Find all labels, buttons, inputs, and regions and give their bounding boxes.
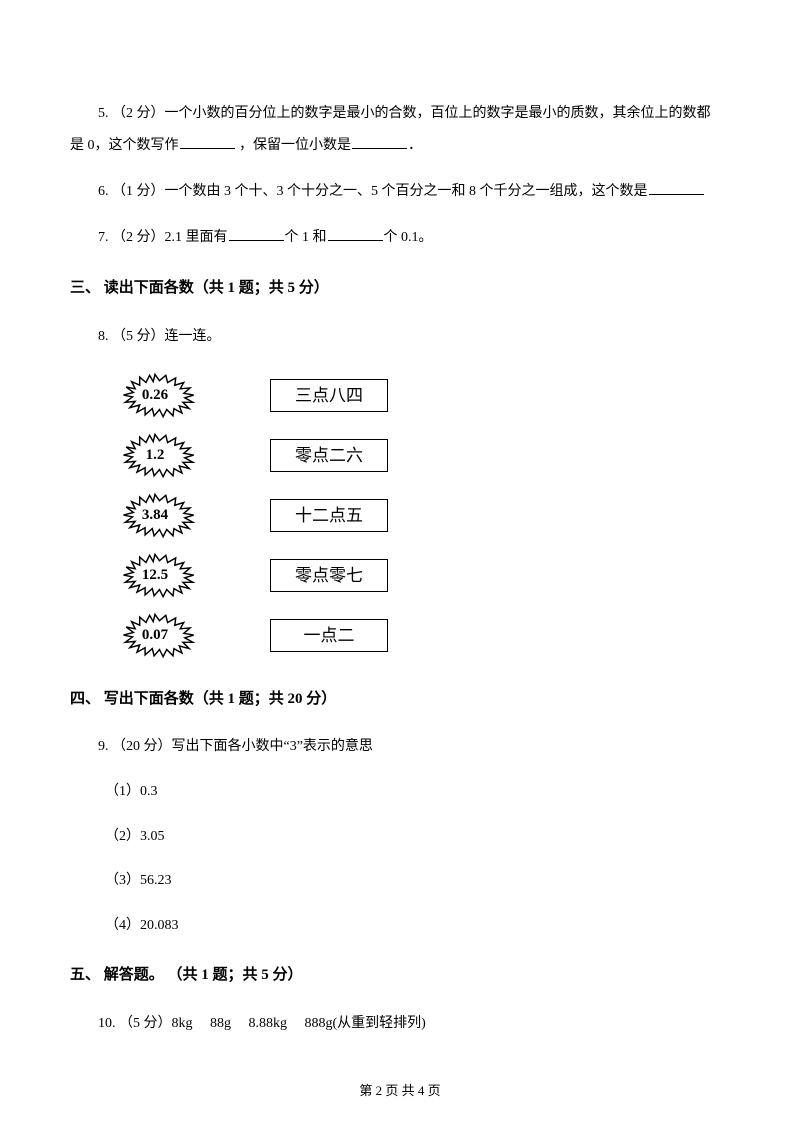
blank[interactable]	[649, 181, 704, 195]
q6-num: 6.	[98, 184, 112, 199]
q5-points: （2 分）	[112, 106, 165, 121]
q8-points: （5 分）	[112, 329, 165, 344]
question-9: 9. （20 分）写出下面各小数中“3”表示的意思	[70, 733, 730, 761]
question-5: 5. （2 分）一个小数的百分位上的数字是最小的合数，百位上的数字是最小的质数，…	[70, 100, 730, 128]
q9-sub2: （2）3.05	[105, 824, 730, 851]
q9-text: 写出下面各小数中“3”表示的意思	[172, 739, 373, 754]
reading-label[interactable]: 零点二六	[270, 439, 388, 473]
q7-text-c: 个 0.1。	[384, 230, 433, 245]
q10-points: （5 分）	[119, 1016, 172, 1031]
match-row: 0.26 三点八四	[110, 369, 730, 423]
match-row: 0.07 一点二	[110, 609, 730, 663]
burst-value: 0.26	[142, 381, 168, 410]
reading-label[interactable]: 三点八四	[270, 379, 388, 413]
q10-text: 8kg 88g 8.88kg 888g(从重到轻排列)	[172, 1016, 426, 1031]
page-footer: 第 2 页 共 4 页	[0, 1079, 800, 1104]
q7-points: （2 分）	[112, 230, 165, 245]
question-8: 8. （5 分）连一连。	[70, 323, 730, 351]
match-row: 1.2 零点二六	[110, 429, 730, 483]
q6-points: （1 分）	[112, 184, 165, 199]
q6-text-a: 一个数由 3 个十、3 个十分之一、5 个百分之一和 8 个千分之一组成，这个数…	[165, 184, 648, 199]
burst-value: 1.2	[146, 441, 165, 470]
match-row: 12.5 零点零七	[110, 549, 730, 603]
reading-label[interactable]: 十二点五	[270, 499, 388, 533]
q5-text-d: ．	[408, 138, 422, 153]
q5-num: 5.	[98, 106, 112, 121]
q5-text-c: ，保留一位小数是	[236, 138, 352, 153]
burst-item[interactable]: 12.5	[110, 549, 200, 603]
q9-sub1: （1）0.3	[105, 779, 730, 806]
question-10: 10. （5 分）8kg 88g 8.88kg 888g(从重到轻排列)	[70, 1010, 730, 1038]
question-5-line2: 是 0，这个数写作 ，保留一位小数是 ．	[70, 132, 730, 160]
question-7: 7. （2 分）2.1 里面有 个 1 和 个 0.1。	[70, 224, 730, 252]
q5-text-a: 一个小数的百分位上的数字是最小的合数，百位上的数字是最小的质数，其余位上的数都	[165, 106, 711, 121]
q9-sub3: （3）56.23	[105, 868, 730, 895]
match-row: 3.84 十二点五	[110, 489, 730, 543]
q9-sub4: （4）20.083	[105, 913, 730, 940]
q7-text-b: 个 1 和	[285, 230, 327, 245]
section-3-heading: 三、 读出下面各数（共 1 题；共 5 分）	[70, 274, 730, 303]
burst-item[interactable]: 0.26	[110, 369, 200, 423]
reading-label[interactable]: 零点零七	[270, 559, 388, 593]
burst-item[interactable]: 3.84	[110, 489, 200, 543]
burst-value: 0.07	[142, 621, 168, 650]
burst-value: 3.84	[142, 501, 168, 530]
burst-item[interactable]: 1.2	[110, 429, 200, 483]
matching-exercise: 0.26 三点八四 1.2 零点二六 3.84 十二点五 12.5 零点零七	[70, 369, 730, 663]
q9-num: 9.	[98, 739, 112, 754]
blank[interactable]	[328, 227, 383, 241]
q10-num: 10.	[98, 1016, 119, 1031]
reading-label[interactable]: 一点二	[270, 619, 388, 653]
q7-num: 7.	[98, 230, 112, 245]
blank[interactable]	[352, 135, 407, 149]
blank[interactable]	[229, 227, 284, 241]
section-5-heading: 五、 解答题。 （共 1 题；共 5 分）	[70, 961, 730, 990]
section-4-heading: 四、 写出下面各数（共 1 题；共 20 分）	[70, 685, 730, 714]
q5-text-b: 是 0，这个数写作	[70, 138, 179, 153]
blank[interactable]	[180, 135, 235, 149]
question-6: 6. （1 分）一个数由 3 个十、3 个十分之一、5 个百分之一和 8 个千分…	[70, 178, 730, 206]
burst-item[interactable]: 0.07	[110, 609, 200, 663]
q7-text-a: 2.1 里面有	[165, 230, 228, 245]
q8-text: 连一连。	[165, 329, 221, 344]
burst-value: 12.5	[142, 561, 168, 590]
q9-points: （20 分）	[112, 739, 172, 754]
q8-num: 8.	[98, 329, 112, 344]
